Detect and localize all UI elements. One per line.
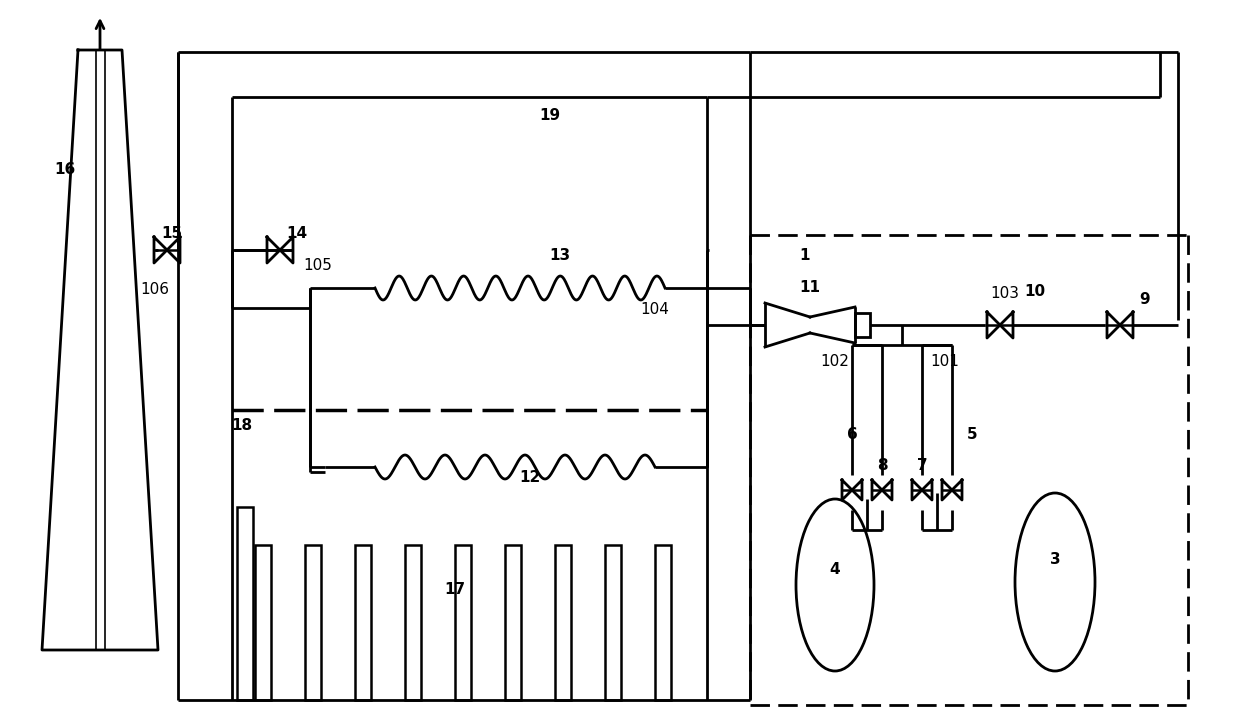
Text: 8: 8 <box>877 458 888 473</box>
Bar <box>605 545 621 700</box>
Bar <box>255 545 272 700</box>
Text: 12: 12 <box>520 471 541 486</box>
Text: 17: 17 <box>444 582 465 597</box>
Bar <box>455 545 471 700</box>
Text: 7: 7 <box>916 458 928 473</box>
Bar <box>655 545 671 700</box>
Text: 4: 4 <box>830 562 841 577</box>
Text: 103: 103 <box>991 286 1019 300</box>
Text: 11: 11 <box>800 281 821 295</box>
Text: 102: 102 <box>821 355 849 370</box>
Text: 13: 13 <box>549 248 570 263</box>
Bar <box>505 545 521 700</box>
Text: 5: 5 <box>967 427 977 442</box>
Bar <box>405 545 422 700</box>
Ellipse shape <box>1016 493 1095 671</box>
Text: 16: 16 <box>55 162 76 177</box>
Text: 1: 1 <box>800 248 810 263</box>
Text: 6: 6 <box>847 427 857 442</box>
Text: 15: 15 <box>161 226 182 241</box>
Text: 19: 19 <box>539 108 560 122</box>
Text: 3: 3 <box>1050 553 1060 567</box>
Bar <box>856 313 870 337</box>
Text: 18: 18 <box>232 417 253 432</box>
Text: 105: 105 <box>304 258 332 273</box>
Ellipse shape <box>796 499 874 671</box>
Text: 104: 104 <box>641 303 670 318</box>
Text: 101: 101 <box>930 355 960 370</box>
Text: 10: 10 <box>1024 285 1045 300</box>
Bar <box>305 545 321 700</box>
Text: 106: 106 <box>140 283 170 298</box>
Bar <box>556 545 570 700</box>
Bar <box>237 507 253 700</box>
Bar <box>355 545 371 700</box>
Text: 9: 9 <box>1140 293 1151 308</box>
Text: 14: 14 <box>286 226 308 241</box>
